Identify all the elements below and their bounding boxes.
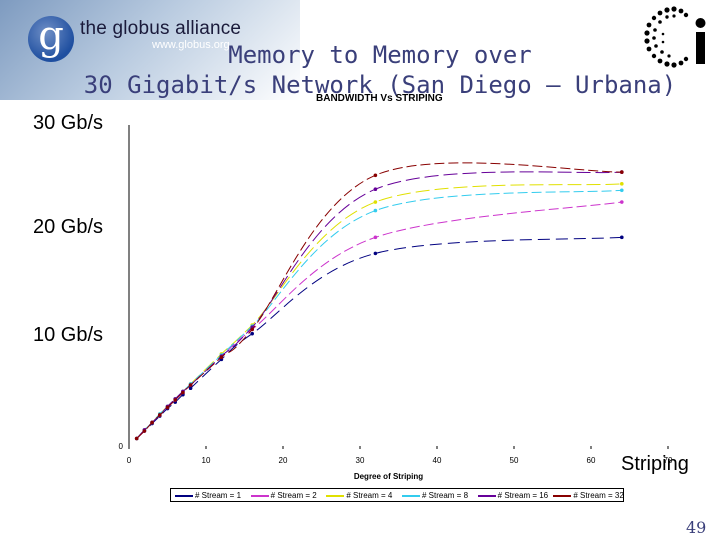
legend-label: # Stream = 1: [195, 491, 242, 500]
data-point: [158, 413, 162, 417]
data-point: [142, 429, 147, 433]
series-line-1: [136, 236, 622, 439]
data-point: [373, 187, 378, 191]
series-line-5: [136, 171, 622, 439]
legend-label: # Stream = 2: [270, 491, 317, 500]
y-tick-label: 0: [119, 442, 124, 451]
data-point: [134, 436, 139, 441]
chart-title: BANDWIDTH Vs STRIPING: [316, 93, 443, 104]
legend-label: # Stream = 8: [422, 491, 469, 500]
legend-swatch: [250, 494, 269, 497]
x-annotation-striping: Striping: [621, 453, 689, 475]
x-tick-label: 50: [510, 456, 519, 465]
data-point: [181, 390, 185, 395]
legend-swatch: [477, 494, 496, 497]
globus-logo-icon: g: [28, 16, 74, 62]
data-point: [188, 386, 193, 391]
x-tick-label: 60: [587, 456, 596, 465]
slide-title-line-1: Memory to Memory over: [228, 41, 532, 69]
y-annotation-10: 10 Gb/s: [33, 324, 104, 346]
data-point: [250, 327, 254, 332]
data-point: [373, 208, 378, 213]
slide-title: Memory to Memory over 30 Gigabit/s Netwo…: [0, 40, 720, 100]
data-point: [250, 331, 254, 336]
legend-swatch: [402, 494, 420, 497]
legend-item: # Stream = 4: [326, 490, 392, 502]
logo-text: the globus alliance: [80, 18, 242, 39]
legend-label: # Stream = 32: [573, 491, 624, 500]
data-point: [620, 200, 624, 204]
y-annotation-30: 30 Gb/s: [33, 112, 104, 134]
data-point: [373, 200, 378, 204]
legend-item: # Stream = 2: [250, 490, 317, 502]
chart-legend: # Stream = 1 # Stream = 2 # Stream = 4 # St…: [170, 488, 624, 502]
data-point: [620, 170, 624, 174]
series-line-4: [136, 189, 622, 439]
data-point: [620, 188, 624, 193]
logo-url: www.globus.org: [152, 39, 230, 51]
data-point: [165, 405, 170, 410]
ci-logo-icon: [644, 6, 706, 68]
data-point: [620, 235, 624, 240]
legend-swatch: [553, 494, 572, 497]
data-point: [373, 235, 378, 240]
x-tick-label: 10: [202, 456, 211, 465]
legend-label: # Stream = 4: [346, 491, 393, 500]
legend-label: # Stream = 16: [497, 491, 549, 500]
x-tick-label: 0: [127, 456, 132, 465]
legend-item: # Stream = 32: [553, 490, 624, 502]
data-point: [150, 420, 154, 425]
data-point: [219, 355, 224, 359]
y-annotation-20: 20 Gb/s: [33, 216, 104, 238]
x-axis-label: Degree of Striping: [354, 472, 423, 481]
data-point: [188, 383, 193, 387]
x-tick-label: 20: [279, 456, 288, 465]
page-number: 49: [686, 518, 707, 537]
legend-item: # Stream = 1: [175, 490, 241, 502]
slide-title-line-2: 30 Gigabit/s Network (San Diego — Urbana…: [83, 71, 677, 99]
series-line-3: [136, 183, 622, 439]
data-point: [373, 173, 378, 178]
data-point: [173, 398, 177, 402]
legend-item: # Stream = 8: [402, 490, 468, 502]
series-line-6: [136, 162, 622, 439]
legend-item: # Stream = 16: [477, 490, 549, 502]
x-tick-label: 30: [356, 456, 365, 465]
x-tick-label: 70: [664, 456, 673, 465]
legend-swatch: [175, 494, 193, 497]
data-point: [373, 251, 378, 256]
series-line-2: [136, 201, 622, 439]
legend-swatch: [326, 494, 345, 497]
data-point: [620, 182, 624, 186]
x-tick-label: 40: [433, 456, 442, 465]
